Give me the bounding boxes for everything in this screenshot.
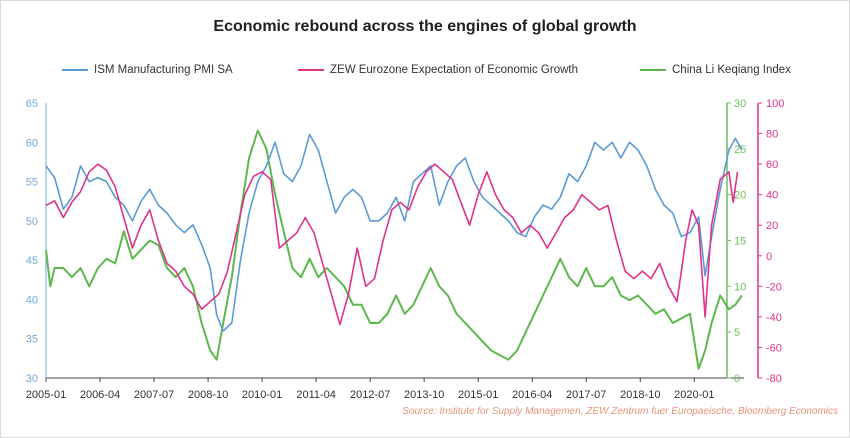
x-tick-label: 2015-01 [458,389,498,401]
zew-tick-label: 20 [766,220,778,232]
chart-title: Economic rebound across the engines of g… [213,18,637,35]
series-ism-line [45,133,743,332]
x-tick-label: 2005-01 [26,389,66,401]
legend-item-china: China Li Keqiang Index [640,62,791,78]
x-tick-label: 2011-04 [296,389,336,401]
china-tick-label: 20 [734,190,746,202]
legend-label-ism: ISM Manufacturing PMI SA [94,64,233,76]
zew-tick-label: 100 [766,98,784,110]
legend-swatch-ism [62,69,88,71]
ism-tick-label: 65 [26,98,38,110]
ism-tick-label: 45 [26,255,38,267]
source-note: Source: Institute for Supply Managemen, … [402,406,838,417]
zew-tick-label: 40 [766,190,778,202]
china-tick-label: 10 [734,281,746,293]
china-tick-label: 15 [734,236,746,248]
zew-tick-label: -40 [766,312,782,324]
x-tick-label: 2016-04 [512,389,552,401]
x-tick-label: 2020-01 [674,389,714,401]
china-tick-label: 0 [734,373,740,385]
china-tick-label: 5 [734,327,740,339]
x-tick-label: 2007-07 [134,389,174,401]
zew-tick-label: -80 [766,373,782,385]
legend-swatch-china [640,69,666,71]
x-tick-label: 2013-10 [404,389,444,401]
x-tick-label: 2017-07 [566,389,606,401]
x-tick-label: 2006-04 [80,389,120,401]
zew-tick-label: -60 [766,342,782,354]
zew-tick-label: -20 [766,281,782,293]
legend-swatch-zew [298,69,324,71]
x-tick-label: 2008-10 [188,389,228,401]
legend-item-zew: ZEW Eurozone Expectation of Economic Gro… [298,62,578,78]
zew-tick-label: 0 [766,251,772,263]
ism-tick-label: 50 [26,216,38,228]
ism-tick-label: 60 [26,137,38,149]
china-tick-label: 25 [734,144,746,156]
x-tick-label: 2018-10 [620,389,660,401]
ism-tick-label: 55 [26,177,38,189]
series-china-line [45,129,743,370]
legend-label-china: China Li Keqiang Index [672,64,791,76]
series-zew-line [45,163,739,326]
x-tick-label: 2010-01 [242,389,282,401]
ism-tick-label: 35 [26,334,38,346]
ism-tick-label: 40 [26,294,38,306]
zew-tick-label: 60 [766,159,778,171]
china-tick-label: 30 [734,98,746,110]
ism-tick-label: 30 [26,373,38,385]
legend-label-zew: ZEW Eurozone Expectation of Economic Gro… [330,64,578,76]
legend-item-ism: ISM Manufacturing PMI SA [62,62,233,78]
zew-tick-label: 80 [766,129,778,141]
x-tick-label: 2012-07 [350,389,390,401]
